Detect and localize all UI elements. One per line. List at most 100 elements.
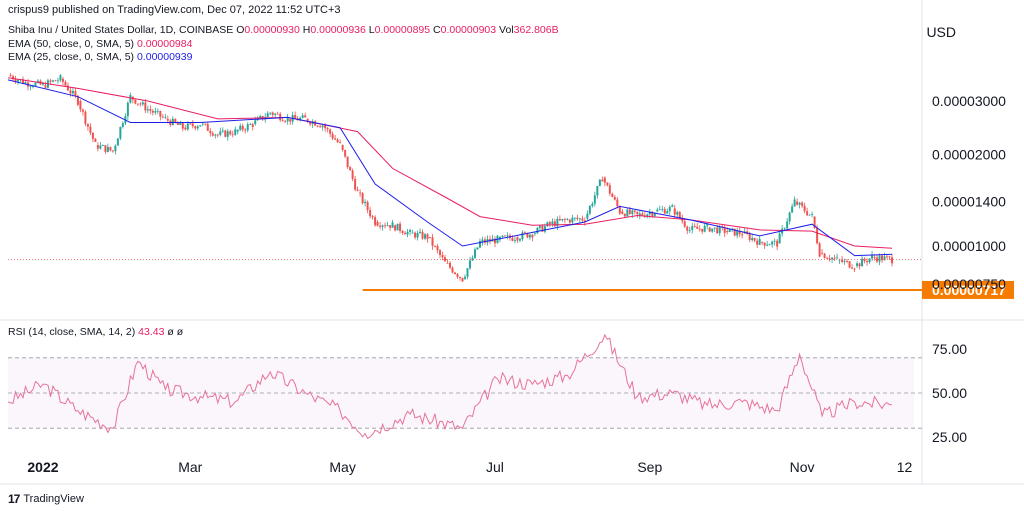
candle-body: [636, 211, 639, 215]
candle-body: [523, 232, 526, 234]
open-value: 0.00000930: [244, 24, 300, 36]
candle-body: [134, 99, 137, 104]
candle-body: [369, 210, 372, 217]
candle-body: [728, 229, 731, 232]
candle-body: [326, 128, 329, 130]
candle-body: [31, 86, 34, 87]
candle-body: [783, 228, 786, 230]
candle-body: [171, 118, 174, 126]
candle-body: [576, 217, 579, 220]
candle-body: [221, 130, 224, 132]
candle-body: [206, 124, 209, 131]
price-tick-label: 0.00001000: [932, 238, 1006, 254]
candle-body: [216, 134, 219, 136]
candle-body: [771, 241, 774, 245]
candle-body: [201, 123, 204, 125]
candle-body: [821, 252, 824, 254]
candle-body: [826, 257, 829, 259]
candle-body: [354, 178, 357, 190]
candle-body: [14, 79, 17, 82]
candle-body: [9, 75, 12, 77]
candle-body: [444, 257, 447, 262]
candle-body: [846, 260, 849, 262]
time-axis: 2022 Mar May Jul Sep Nov 12: [27, 459, 912, 475]
candle-body: [394, 225, 397, 231]
candle-body: [871, 254, 874, 259]
candle-body: [189, 123, 192, 125]
candle-body: [653, 213, 656, 216]
candle-body: [626, 209, 629, 217]
candle-body: [374, 217, 377, 226]
candle-body: [658, 209, 661, 211]
candle-body: [461, 277, 464, 282]
rsi-pane: 75.00 50.00 25.00: [7, 333, 967, 445]
candle-body: [126, 102, 129, 117]
candle-body: [94, 138, 97, 142]
candle-body: [756, 240, 759, 245]
symbol-legend: Shiba Inu / United States Dollar, 1D, CO…: [8, 24, 559, 36]
candle-body: [788, 212, 791, 222]
tradingview-footer[interactable]: 17 TradingView: [8, 492, 84, 506]
candle-body: [379, 225, 382, 227]
candle-body: [61, 78, 64, 82]
candle-body: [309, 121, 312, 125]
ema25-label: EMA (25, close, 0, SMA, 5): [8, 51, 135, 63]
candle-body: [384, 225, 387, 227]
candle-body: [791, 206, 794, 213]
candle-body: [686, 226, 689, 231]
candle-body: [618, 206, 621, 214]
candle-body: [84, 111, 87, 124]
candle-body: [139, 103, 142, 105]
candle-body: [858, 263, 861, 267]
candle-body: [204, 123, 207, 125]
candle-body: [671, 205, 674, 207]
candle-body: [274, 113, 277, 115]
candle-body: [538, 225, 541, 228]
candle-body: [244, 129, 247, 131]
candle-body: [708, 227, 711, 232]
candle-body: [96, 144, 99, 149]
candle-body: [848, 261, 851, 268]
candle-body: [11, 76, 14, 80]
candle-body: [161, 116, 164, 118]
ema50-legend: EMA (50, close, 0, SMA, 5) 0.00000984: [8, 38, 192, 50]
candle-body: [211, 133, 214, 136]
candle-body: [633, 210, 636, 212]
candle-body: [29, 86, 32, 88]
candle-body: [229, 131, 232, 135]
candle-body: [701, 228, 704, 232]
candle-body: [581, 218, 584, 221]
candle-body: [823, 253, 826, 258]
candle-body: [199, 125, 202, 127]
candle-body: [164, 116, 167, 118]
candle-body: [231, 134, 234, 136]
candle-body: [104, 145, 107, 152]
candle-body: [159, 110, 162, 117]
time-tick-label: 2022: [27, 459, 58, 475]
candle-body: [606, 182, 609, 186]
candle-body: [703, 225, 706, 232]
candle-body: [434, 245, 437, 247]
candle-body: [546, 222, 549, 227]
candle-body: [451, 267, 454, 273]
candle-body: [598, 179, 601, 186]
candle-body: [853, 268, 856, 270]
candle-body: [86, 123, 89, 127]
candle-body: [41, 83, 44, 85]
candle-body: [611, 193, 614, 197]
candle-body: [673, 208, 676, 215]
candle-body: [151, 110, 154, 113]
candle-body: [536, 227, 539, 234]
candle-body: [406, 231, 409, 235]
close-value: 0.00000903: [440, 24, 497, 36]
candle-body: [144, 102, 147, 111]
candle-body: [656, 209, 659, 212]
candles: [9, 72, 894, 283]
candle-body: [214, 134, 217, 136]
candle-body: [439, 250, 442, 256]
candle-body: [114, 145, 117, 152]
candle-body: [341, 144, 344, 150]
candle-body: [389, 225, 392, 228]
candle-body: [249, 124, 252, 126]
